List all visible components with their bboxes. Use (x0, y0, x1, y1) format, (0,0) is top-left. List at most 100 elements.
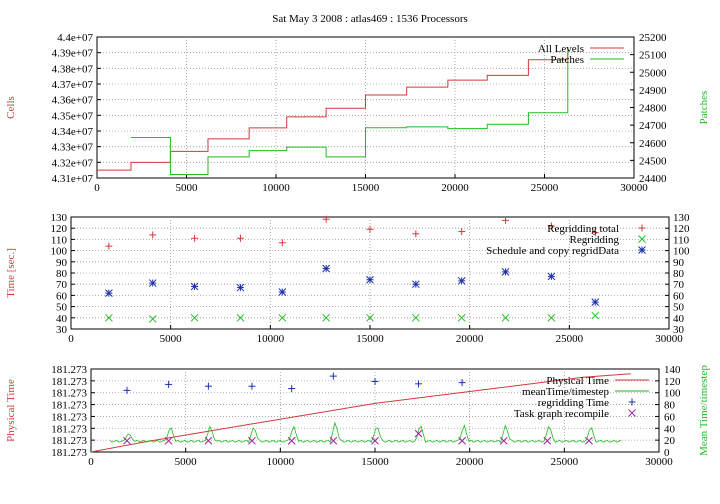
point-star-d2 (411, 280, 420, 289)
point-star-d2 (322, 264, 331, 273)
point-star-d2 (501, 268, 510, 276)
y2-tick-label: 40 (664, 423, 676, 435)
y-tick-label: 181.273 (51, 447, 87, 459)
y-tick-label-right: 110 (673, 234, 690, 246)
point-cross-d2 (248, 436, 256, 445)
x-tick-label: 5000 (160, 333, 183, 345)
y-axis-label: Time [sec.] (5, 248, 17, 298)
physical-time-panel: 0 5000 10000 15000 20000 25000 30000181.273181… (5, 364, 710, 468)
legend-marker-d2 (638, 246, 646, 254)
x-tick-label: 30000 (655, 333, 683, 345)
legend-label: All Levels (538, 43, 584, 55)
y-tick-label: 4.38e+07 (52, 63, 94, 75)
x-tick-label: 20000 (441, 182, 469, 194)
x-tick-label: 30000 (645, 456, 673, 468)
y-tick-label: 70 (56, 279, 68, 291)
y-tick-label-right: 40 (673, 313, 685, 325)
y-tick-label: 181.273 (51, 376, 87, 388)
point-star-d2 (547, 272, 556, 281)
point-cross-d2 (105, 313, 113, 322)
y2-tick-label: 25200 (639, 32, 667, 44)
point-cross-d2 (585, 436, 593, 445)
point-cross-d2 (287, 436, 296, 445)
point-cross-d2 (591, 311, 600, 320)
y2-tick-label: 120 (664, 376, 681, 388)
point-cross-d2 (123, 436, 131, 445)
y2-axis-label: Patches (698, 91, 710, 125)
x-tick-label: 25000 (551, 456, 579, 468)
point-cross-d2 (543, 436, 552, 445)
y-tick-label: 4.34e+07 (52, 126, 94, 138)
y-tick-label: 80 (56, 268, 68, 280)
legend-label: Patches (550, 54, 584, 66)
point-cross-d2 (236, 313, 245, 322)
y2-tick-label: 80 (664, 400, 676, 412)
x-tick-label: 25000 (531, 182, 559, 194)
y-tick-label: 4.32e+07 (52, 157, 94, 169)
y-tick-label: 181.273 (51, 400, 87, 412)
y-tick-label: 130 (51, 212, 68, 224)
point-cross-d2 (457, 313, 466, 322)
series-line-mean-time-timestep (109, 421, 622, 443)
y-tick-label: 4.35e+07 (52, 110, 94, 122)
y-tick-label: 4.4e+07 (57, 32, 93, 44)
y-tick-label-right: 80 (673, 268, 685, 280)
y2-tick-label: 100 (664, 388, 681, 400)
point-cross-d2 (458, 436, 466, 445)
point-star-d2 (591, 298, 600, 306)
legend-label: Task graph recompile (514, 408, 609, 420)
y2-tick-label: 25000 (639, 67, 667, 79)
y-tick-label: 100 (51, 246, 68, 258)
y-tick-label: 120 (51, 223, 68, 235)
y2-tick-label: 60 (664, 411, 676, 423)
point-cross-d2 (322, 313, 331, 322)
x-tick-label: 5000 (176, 182, 199, 194)
x-tick-label: 5000 (175, 456, 198, 468)
legend-label: Schedule and copy regridData (486, 245, 619, 257)
point-cross-d2 (547, 313, 556, 322)
point-star-d2 (457, 276, 466, 285)
point-cross-d2 (329, 436, 338, 445)
x-tick-label: 10000 (257, 333, 285, 345)
series-line-physical-time (90, 373, 631, 453)
y-tick-label: 4.33e+07 (52, 142, 94, 154)
y-tick-label: 110 (51, 234, 68, 246)
y-tick-label: 181.273 (51, 435, 87, 447)
legend-marker-d2 (628, 409, 636, 417)
y2-tick-label: 24900 (639, 85, 667, 97)
chart-title: Sat May 3 2008 : atlas469 : 1536 Process… (272, 13, 468, 25)
y2-tick-label: 25100 (639, 50, 667, 62)
x-tick-label: 10000 (262, 182, 290, 194)
x-tick-label: 0 (88, 456, 94, 468)
point-cross-d2 (501, 313, 510, 322)
y-tick-label: 181.273 (51, 411, 87, 423)
point-cross-d2 (499, 436, 508, 445)
point-cross-d2 (148, 315, 157, 323)
x-tick-label: 0 (94, 182, 100, 194)
point-cross-d2 (278, 313, 287, 322)
y-tick-label: 4.37e+07 (52, 79, 94, 91)
point-star-d2 (105, 289, 113, 298)
y-tick-label: 90 (56, 257, 68, 269)
point-star-d2 (148, 279, 157, 287)
point-cross-d2 (366, 313, 374, 322)
point-cross-d2 (190, 313, 199, 322)
x-tick-label: 15000 (352, 182, 380, 194)
y-tick-label-right: 30 (673, 324, 685, 336)
point-star-d2 (278, 288, 287, 296)
y-axis-label: Physical Time (5, 379, 17, 442)
y2-tick-label: 24800 (639, 103, 667, 115)
y-tick-label: 30 (56, 324, 68, 336)
y-tick-label: 181.273 (51, 364, 87, 376)
y-tick-label-right: 70 (673, 279, 685, 291)
x-tick-label: 15000 (356, 333, 384, 345)
y-axis-label: Cells (5, 96, 17, 119)
y-tick-label: 50 (56, 302, 68, 314)
y2-tick-label: 140 (664, 364, 681, 376)
series-line-patches (131, 47, 569, 175)
y-tick-label: 4.36e+07 (52, 95, 94, 107)
legend-marker-d2 (638, 235, 646, 243)
point-star-d2 (190, 282, 199, 291)
